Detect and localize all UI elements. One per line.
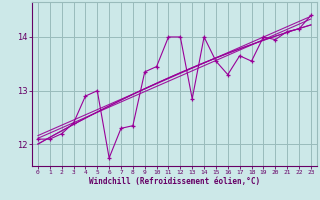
X-axis label: Windchill (Refroidissement éolien,°C): Windchill (Refroidissement éolien,°C) bbox=[89, 177, 260, 186]
